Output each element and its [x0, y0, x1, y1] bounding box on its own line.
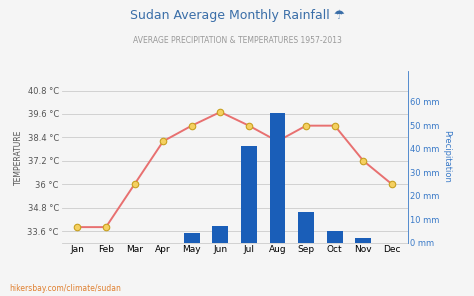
Point [273, 139, 281, 144]
Point [73, 225, 81, 229]
Text: Sudan Average Monthly Rainfall ☂: Sudan Average Monthly Rainfall ☂ [129, 9, 345, 22]
Y-axis label: TEMPERATURE: TEMPERATURE [14, 129, 23, 185]
Point [302, 123, 310, 128]
Bar [241, 146, 257, 243]
Point [359, 158, 367, 163]
Point [188, 123, 196, 128]
Bar [298, 212, 314, 243]
Point [131, 182, 138, 186]
Point [159, 139, 167, 144]
Point [388, 182, 396, 186]
Text: hikersbay.com/climate/sudan: hikersbay.com/climate/sudan [9, 284, 121, 293]
Y-axis label: Precipitation: Precipitation [442, 131, 451, 183]
Point [102, 225, 110, 229]
Point [331, 123, 338, 128]
Bar [212, 226, 228, 243]
Bar [270, 113, 285, 243]
Text: AVERAGE PRECIPITATION & TEMPERATURES 1957-2013: AVERAGE PRECIPITATION & TEMPERATURES 195… [133, 36, 341, 44]
Point [245, 123, 253, 128]
Legend: TEMPERATURE, RAINFALL: TEMPERATURE, RAINFALL [158, 295, 311, 296]
Point [217, 110, 224, 114]
Bar [356, 238, 371, 243]
Bar [184, 233, 200, 243]
Bar [327, 231, 343, 243]
